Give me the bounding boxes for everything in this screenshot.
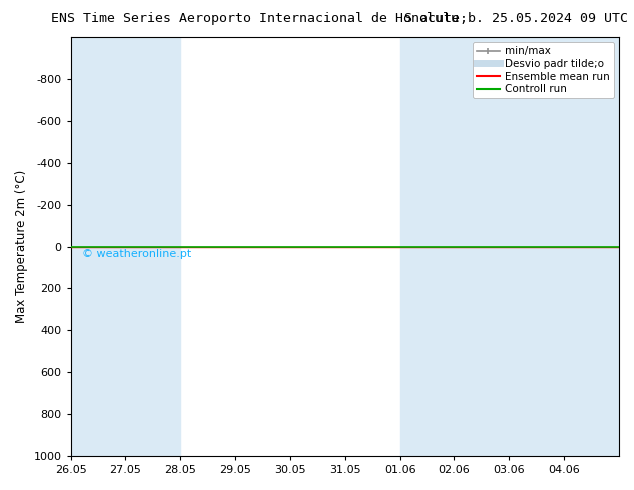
Text: S acute;b. 25.05.2024 09 UTC: S acute;b. 25.05.2024 09 UTC (404, 12, 628, 25)
Bar (509, 37, 564, 456)
Y-axis label: Max Temperature 2m (°C): Max Temperature 2m (°C) (15, 170, 28, 323)
Text: © weatheronline.pt: © weatheronline.pt (82, 248, 191, 259)
Bar (126, 37, 180, 456)
Legend: min/max, Desvio padr tilde;o, Ensemble mean run, Controll run: min/max, Desvio padr tilde;o, Ensemble m… (472, 42, 614, 98)
Bar (70, 37, 126, 456)
Bar (399, 37, 455, 456)
Bar (455, 37, 509, 456)
Text: ENS Time Series Aeroporto Internacional de Honolulu: ENS Time Series Aeroporto Internacional … (51, 12, 459, 25)
Bar (564, 37, 619, 456)
